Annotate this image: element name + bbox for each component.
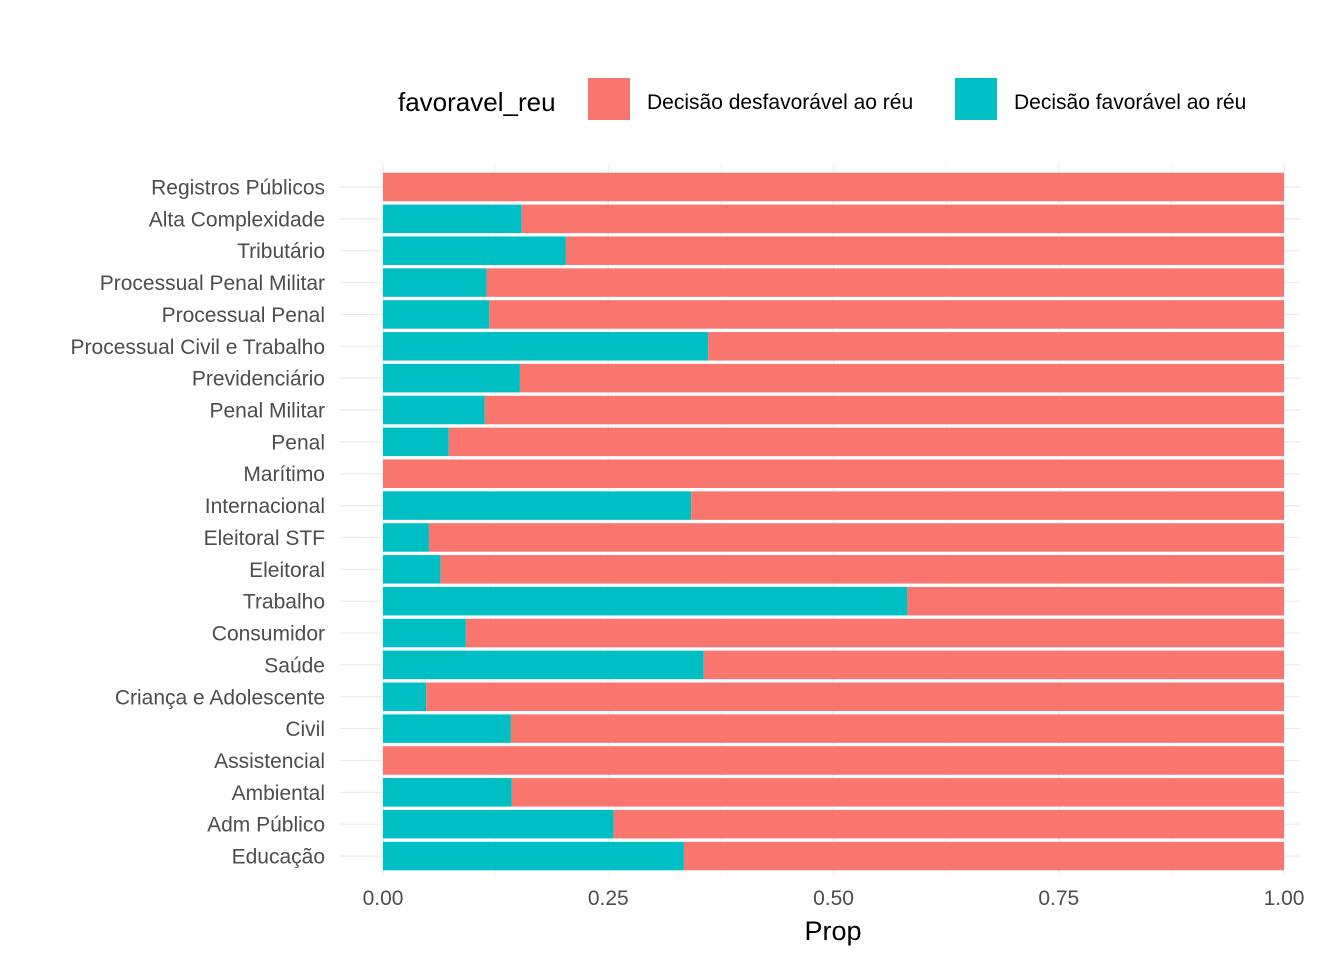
- x-tick-label: 0.75: [1038, 887, 1079, 910]
- bar-favoravel: [383, 427, 449, 457]
- bar-favoravel: [383, 363, 520, 393]
- bar-favoravel: [383, 714, 511, 743]
- y-tick-label: Processual Civil e Trabalho: [71, 336, 325, 359]
- y-tick-label: Previdenciário: [192, 368, 325, 391]
- y-tick-label: Educação: [232, 846, 325, 869]
- bar-desfavoravel: [465, 618, 1285, 648]
- bar-favoravel: [383, 268, 487, 297]
- legend: favoravel_reu Decisão desfavorável ao ré…: [398, 78, 1246, 120]
- y-tick-label: Penal Militar: [209, 400, 325, 423]
- y-tick-label: Tributário: [237, 240, 325, 263]
- legend-swatch-desfavoravel: [588, 78, 630, 120]
- bar-desfavoravel: [708, 332, 1284, 361]
- bar-desfavoravel: [565, 236, 1284, 265]
- legend-label-favoravel: Decisão favorável ao réu: [1014, 91, 1246, 114]
- bar-favoravel: [383, 395, 485, 425]
- bars: [383, 172, 1285, 871]
- x-tick-label: 1.00: [1264, 887, 1305, 910]
- bar-desfavoravel: [510, 714, 1284, 743]
- bar-favoravel: [383, 491, 692, 520]
- bar-desfavoravel: [486, 268, 1284, 297]
- x-tick-label: 0.50: [813, 887, 854, 910]
- y-tick-label: Saúde: [264, 654, 325, 677]
- bar-desfavoravel: [613, 809, 1284, 839]
- y-tick-label: Eleitoral STF: [204, 527, 325, 550]
- y-tick-label: Processual Penal: [162, 304, 325, 327]
- y-tick-label: Marítimo: [243, 463, 325, 486]
- bar-favoravel: [383, 682, 427, 712]
- bar-desfavoravel: [519, 363, 1284, 393]
- x-tick-labels: 0.00 0.25 0.50 0.75 1.00: [363, 887, 1305, 910]
- bar-favoravel: [383, 555, 441, 584]
- y-tick-label: Criança e Adolescente: [115, 686, 325, 709]
- bar-desfavoravel: [691, 491, 1284, 520]
- bar-favoravel: [383, 778, 512, 807]
- bar-desfavoravel: [383, 746, 1284, 775]
- y-tick-labels: Registros Públicos Alta Complexidade Tribu…: [71, 177, 325, 869]
- bar-desfavoravel: [383, 459, 1284, 488]
- bar-desfavoravel: [511, 778, 1284, 807]
- bar-favoravel: [383, 618, 466, 648]
- bar-favoravel: [383, 523, 429, 552]
- bar-desfavoravel: [448, 427, 1284, 457]
- y-tick-label: Adm Público: [207, 814, 325, 837]
- x-tick-label: 0.25: [588, 887, 629, 910]
- bar-desfavoravel: [426, 682, 1284, 712]
- y-tick-label: Registros Públicos: [151, 177, 325, 200]
- bar-favoravel: [383, 300, 490, 329]
- bar-favoravel: [383, 236, 566, 265]
- bar-desfavoravel: [907, 586, 1284, 616]
- y-tick-label: Internacional: [205, 495, 325, 518]
- y-tick-label: Ambiental: [232, 782, 325, 805]
- bar-desfavoravel: [484, 395, 1284, 425]
- bar-favoravel: [383, 586, 908, 616]
- bar-desfavoravel: [683, 841, 1284, 871]
- bar-desfavoravel: [521, 204, 1284, 234]
- bar-favoravel: [383, 809, 614, 839]
- x-tick-label: 0.00: [363, 887, 404, 910]
- y-tick-label: Eleitoral: [249, 559, 325, 582]
- bar-favoravel: [383, 204, 522, 234]
- legend-swatch-favoravel: [955, 78, 997, 120]
- y-tick-label: Civil: [285, 718, 325, 741]
- bar-desfavoravel: [428, 523, 1284, 552]
- bar-favoravel: [383, 650, 704, 680]
- legend-title: favoravel_reu: [398, 87, 556, 117]
- y-tick-label: Penal: [271, 431, 325, 454]
- y-tick-label: Processual Penal Militar: [100, 272, 325, 295]
- bar-desfavoravel: [383, 172, 1284, 202]
- y-tick-label: Alta Complexidade: [149, 208, 325, 231]
- bar-desfavoravel: [703, 650, 1284, 680]
- legend-label-desfavoravel: Decisão desfavorável ao réu: [647, 91, 913, 114]
- y-tick-label: Trabalho: [243, 591, 325, 614]
- bar-favoravel: [383, 332, 709, 361]
- bar-favoravel: [383, 841, 684, 871]
- y-tick-label: Consumidor: [212, 623, 325, 646]
- x-axis-title: Prop: [804, 916, 861, 946]
- bar-desfavoravel: [489, 300, 1284, 329]
- y-tick-label: Assistencial: [214, 750, 325, 773]
- bar-desfavoravel: [440, 555, 1284, 584]
